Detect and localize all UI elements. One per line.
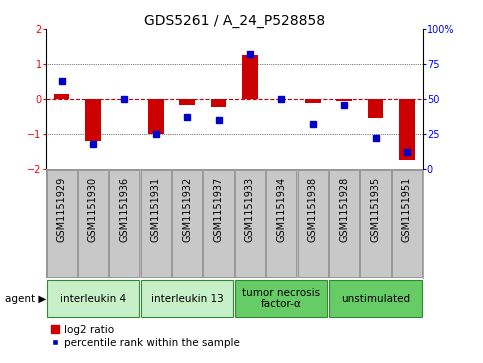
FancyBboxPatch shape xyxy=(329,170,359,277)
FancyBboxPatch shape xyxy=(203,170,234,277)
FancyBboxPatch shape xyxy=(78,170,108,277)
FancyBboxPatch shape xyxy=(141,280,233,317)
Text: GSM1151938: GSM1151938 xyxy=(308,176,318,241)
Text: GSM1151928: GSM1151928 xyxy=(339,176,349,242)
Bar xyxy=(336,99,352,101)
Text: GSM1151929: GSM1151929 xyxy=(57,176,67,242)
FancyBboxPatch shape xyxy=(235,170,265,277)
FancyBboxPatch shape xyxy=(109,170,140,277)
Title: GDS5261 / A_24_P528858: GDS5261 / A_24_P528858 xyxy=(144,14,325,28)
FancyBboxPatch shape xyxy=(141,170,171,277)
Legend: log2 ratio, percentile rank within the sample: log2 ratio, percentile rank within the s… xyxy=(51,325,240,348)
FancyBboxPatch shape xyxy=(392,170,422,277)
FancyBboxPatch shape xyxy=(266,170,297,277)
FancyBboxPatch shape xyxy=(235,280,327,317)
Bar xyxy=(368,99,384,118)
FancyBboxPatch shape xyxy=(47,280,139,317)
FancyBboxPatch shape xyxy=(46,170,77,277)
Text: unstimulated: unstimulated xyxy=(341,294,410,303)
Bar xyxy=(179,99,195,105)
Text: GSM1151934: GSM1151934 xyxy=(276,176,286,241)
FancyBboxPatch shape xyxy=(172,170,202,277)
Text: tumor necrosis
factor-α: tumor necrosis factor-α xyxy=(242,288,320,309)
Text: agent ▶: agent ▶ xyxy=(5,294,46,303)
Bar xyxy=(85,99,101,141)
Text: interleukin 4: interleukin 4 xyxy=(60,294,126,303)
Text: GSM1151930: GSM1151930 xyxy=(88,176,98,241)
Bar xyxy=(148,99,164,134)
Bar xyxy=(54,94,70,99)
Text: interleukin 13: interleukin 13 xyxy=(151,294,224,303)
Bar xyxy=(211,99,227,107)
FancyBboxPatch shape xyxy=(298,170,328,277)
Text: GSM1151937: GSM1151937 xyxy=(213,176,224,242)
Text: GSM1151936: GSM1151936 xyxy=(119,176,129,241)
Bar xyxy=(242,54,258,99)
Text: GSM1151951: GSM1151951 xyxy=(402,176,412,242)
Text: GSM1151933: GSM1151933 xyxy=(245,176,255,241)
Bar xyxy=(399,99,415,160)
Bar xyxy=(305,99,321,103)
FancyBboxPatch shape xyxy=(360,170,391,277)
Text: GSM1151932: GSM1151932 xyxy=(182,176,192,242)
FancyBboxPatch shape xyxy=(329,280,422,317)
Text: GSM1151931: GSM1151931 xyxy=(151,176,161,241)
Text: GSM1151935: GSM1151935 xyxy=(370,176,381,242)
